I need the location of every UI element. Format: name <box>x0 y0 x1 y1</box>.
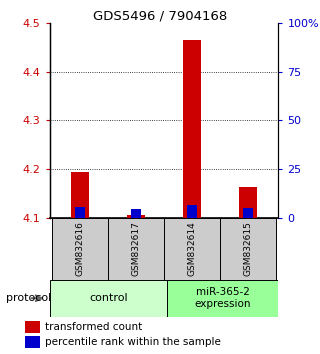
Bar <box>187 205 197 218</box>
Bar <box>239 187 257 218</box>
Bar <box>25 321 40 333</box>
Text: transformed count: transformed count <box>45 322 143 332</box>
Text: control: control <box>89 293 127 303</box>
Text: GSM832614: GSM832614 <box>188 221 196 276</box>
Bar <box>220 218 276 280</box>
Bar <box>243 208 253 218</box>
Bar <box>52 218 108 280</box>
Bar <box>131 209 141 218</box>
Text: GDS5496 / 7904168: GDS5496 / 7904168 <box>93 10 227 23</box>
Bar <box>167 280 278 317</box>
Bar <box>183 40 201 218</box>
Bar <box>108 218 164 280</box>
Bar <box>25 336 40 348</box>
Bar <box>71 172 89 218</box>
Text: protocol: protocol <box>6 293 52 303</box>
Text: GSM832617: GSM832617 <box>132 221 140 276</box>
Bar <box>127 215 145 218</box>
Text: miR-365-2
expression: miR-365-2 expression <box>194 287 251 309</box>
Bar <box>75 207 85 218</box>
Text: GSM832616: GSM832616 <box>76 221 85 276</box>
Bar <box>164 218 220 280</box>
Text: GSM832615: GSM832615 <box>243 221 252 276</box>
Text: percentile rank within the sample: percentile rank within the sample <box>45 337 221 347</box>
Bar <box>50 280 167 317</box>
